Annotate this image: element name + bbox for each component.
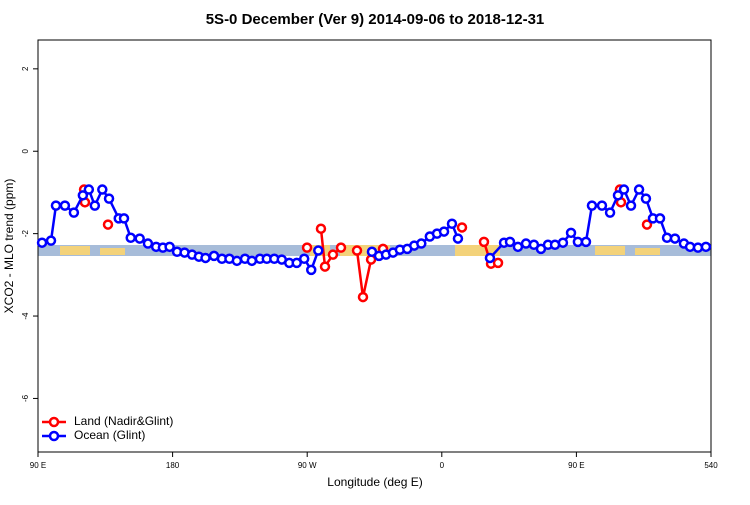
point bbox=[580, 236, 592, 248]
point bbox=[246, 255, 258, 267]
point bbox=[504, 236, 516, 248]
point bbox=[102, 219, 114, 230]
legend-marker bbox=[48, 430, 60, 442]
point bbox=[305, 264, 317, 276]
point bbox=[103, 193, 115, 204]
point bbox=[700, 241, 712, 253]
point bbox=[319, 261, 331, 272]
point bbox=[357, 291, 369, 303]
point bbox=[641, 219, 653, 230]
x-tick-label: 90 W bbox=[298, 461, 317, 470]
point bbox=[50, 200, 62, 211]
point bbox=[327, 249, 339, 260]
y-tick-label: 0 bbox=[21, 148, 30, 153]
point bbox=[586, 200, 598, 211]
x-tick-label: 90 E bbox=[30, 461, 46, 470]
point bbox=[512, 241, 524, 253]
point bbox=[134, 233, 145, 244]
point bbox=[456, 222, 468, 233]
point bbox=[438, 226, 450, 237]
point bbox=[654, 213, 666, 224]
point bbox=[572, 236, 584, 248]
point bbox=[301, 242, 313, 253]
point bbox=[351, 245, 363, 256]
point bbox=[484, 252, 496, 264]
point bbox=[565, 227, 577, 239]
point bbox=[478, 236, 490, 248]
y-tick-label: -2 bbox=[21, 230, 30, 238]
chart-title: 5S-0 December (Ver 9) 2014-09-06 to 2018… bbox=[206, 11, 545, 28]
legend-label: Land (Nadir&Glint) bbox=[74, 414, 173, 428]
point bbox=[596, 200, 608, 211]
point bbox=[669, 233, 681, 244]
point bbox=[89, 200, 101, 211]
point bbox=[640, 193, 652, 204]
x-axis-label: Longitude (deg E) bbox=[327, 475, 422, 489]
point bbox=[335, 242, 347, 253]
point bbox=[231, 255, 243, 267]
point bbox=[557, 237, 569, 248]
point bbox=[36, 237, 48, 248]
legend-marker bbox=[48, 416, 60, 428]
point bbox=[77, 190, 89, 201]
point bbox=[45, 235, 57, 246]
x-tick-label: 180 bbox=[166, 461, 180, 470]
y-axis-label: XCO2 - MLO trend (ppm) bbox=[2, 179, 16, 314]
y-tick-label: -4 bbox=[21, 312, 30, 320]
point bbox=[315, 223, 327, 234]
y-tick-label: 2 bbox=[21, 66, 30, 71]
point bbox=[633, 184, 645, 195]
point bbox=[59, 200, 71, 211]
x-tick-label: 540 bbox=[704, 461, 718, 470]
point bbox=[125, 232, 136, 244]
point bbox=[452, 233, 464, 244]
point bbox=[142, 238, 154, 249]
point bbox=[612, 190, 624, 201]
point bbox=[200, 252, 211, 264]
point bbox=[164, 241, 175, 253]
y-tick-label: -6 bbox=[21, 394, 30, 402]
point bbox=[298, 253, 310, 265]
point bbox=[520, 238, 532, 249]
point bbox=[446, 218, 458, 230]
point bbox=[492, 257, 504, 269]
point bbox=[68, 207, 80, 218]
x-tick-label: 90 E bbox=[568, 461, 584, 470]
point bbox=[604, 207, 616, 218]
point bbox=[313, 245, 324, 256]
point bbox=[97, 184, 108, 195]
point bbox=[291, 257, 302, 269]
legend-label: Ocean (Glint) bbox=[74, 428, 145, 442]
point bbox=[625, 200, 637, 211]
point bbox=[618, 184, 630, 195]
point bbox=[83, 184, 95, 195]
point bbox=[416, 238, 427, 249]
point bbox=[118, 213, 130, 224]
x-tick-label: 0 bbox=[440, 461, 445, 470]
